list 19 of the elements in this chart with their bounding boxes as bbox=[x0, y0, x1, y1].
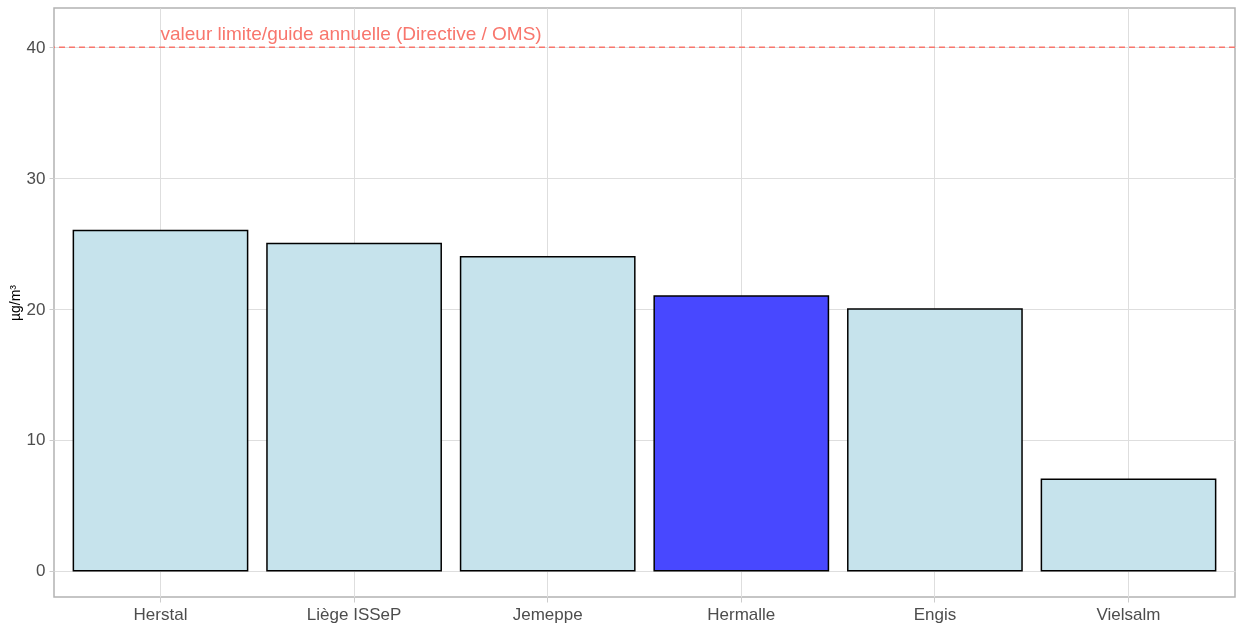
x-tick-label: Hermalle bbox=[707, 604, 776, 624]
bar bbox=[459, 255, 636, 572]
y-tick-label: 40 bbox=[26, 37, 46, 57]
ref-line-label: valeur limite/guide annuelle (Directive / OMS) bbox=[160, 23, 542, 45]
bar bbox=[1040, 478, 1217, 572]
y-tick-label: 10 bbox=[26, 430, 46, 450]
y-tick-label: 0 bbox=[36, 561, 46, 581]
y-axis-title: µg/m³ bbox=[6, 284, 23, 322]
bar bbox=[653, 295, 830, 572]
bar bbox=[266, 242, 442, 572]
x-tick-label: Vielsalm bbox=[1096, 604, 1161, 624]
x-tick-label: Engis bbox=[913, 604, 957, 624]
y-tick-label: 30 bbox=[26, 168, 46, 188]
x-tick-label: Liège ISSeP bbox=[306, 604, 402, 624]
x-tick-label: Herstal bbox=[133, 604, 188, 624]
bar bbox=[72, 229, 249, 572]
x-tick-label: Jemeppe bbox=[512, 604, 583, 624]
y-tick-label: 20 bbox=[26, 299, 46, 319]
bar bbox=[847, 308, 1023, 572]
